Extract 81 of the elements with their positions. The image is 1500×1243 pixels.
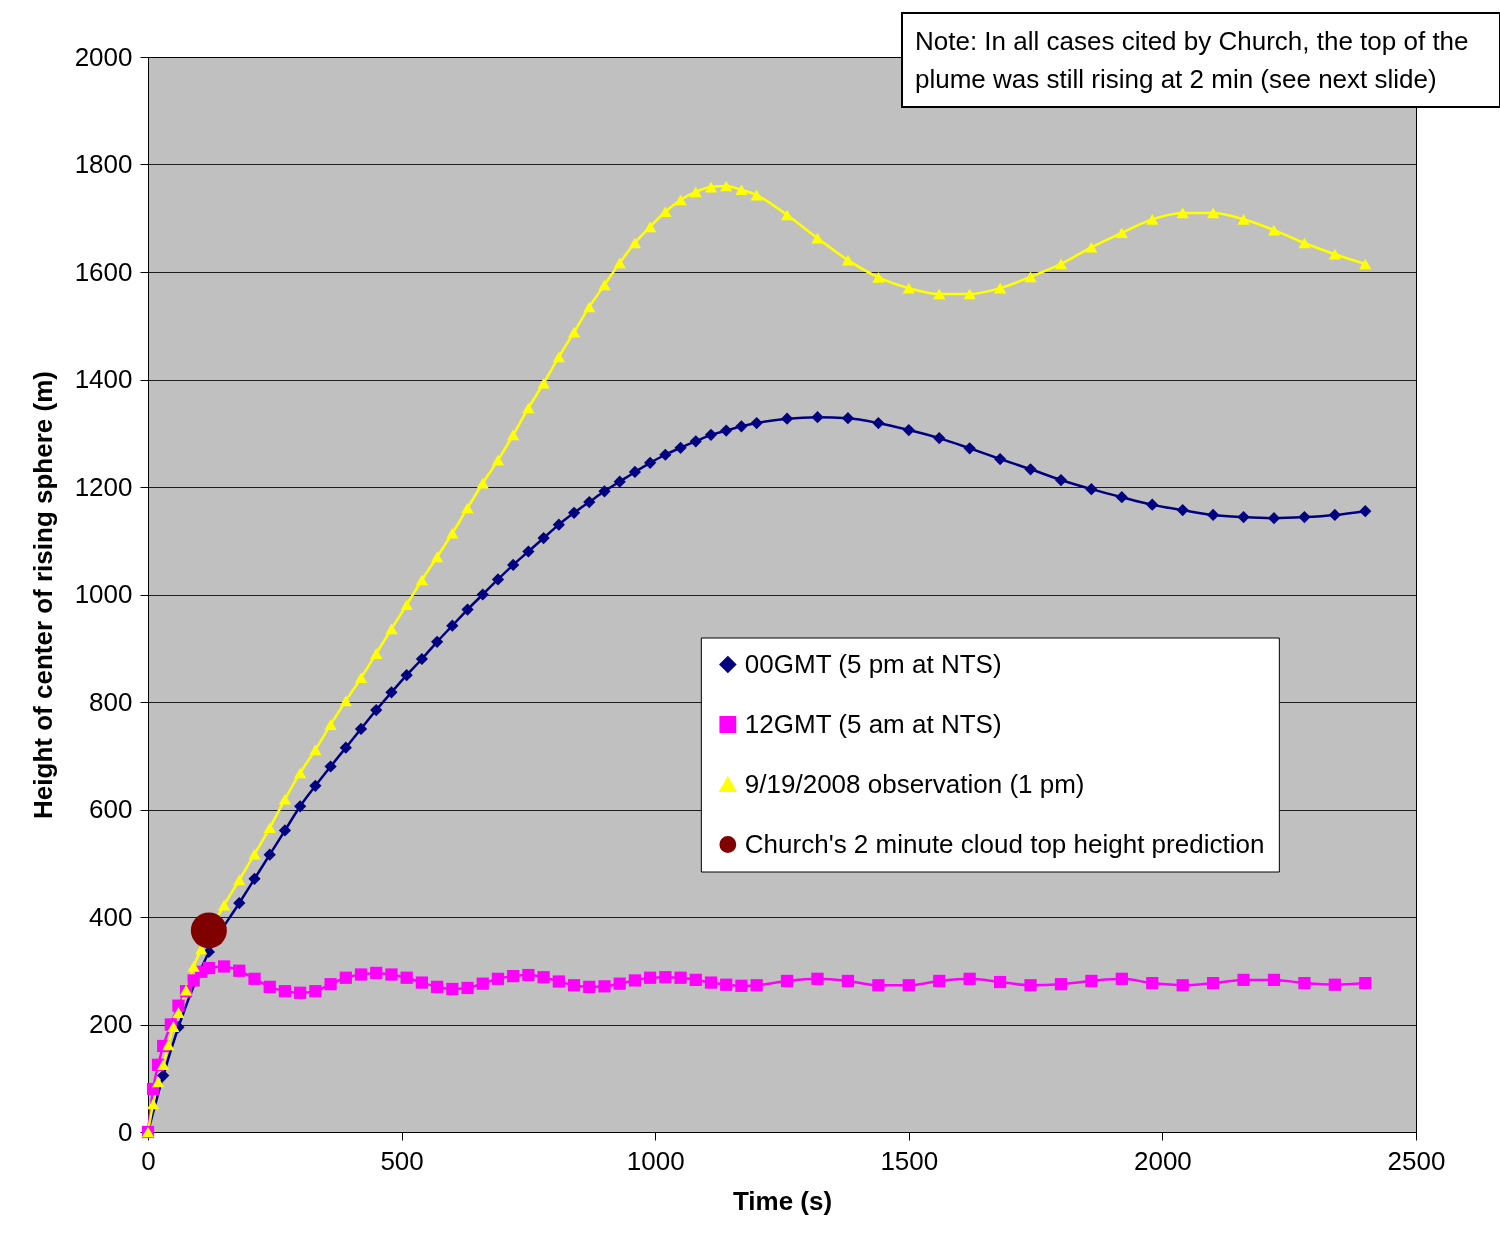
point xyxy=(476,588,489,601)
x-tick-label: 2000 xyxy=(1133,1145,1192,1176)
point xyxy=(933,431,946,445)
y-tick-label: 1800 xyxy=(74,149,133,179)
annotation: Note: In all cases cited by Church, the top of the plume was still rising at 2 min (see next slide) xyxy=(915,25,1470,96)
point xyxy=(872,416,885,430)
point xyxy=(233,896,246,910)
y-tick-label: 2000 xyxy=(74,41,133,72)
point xyxy=(522,545,535,558)
point xyxy=(461,603,474,616)
y-tick-label: 1600 xyxy=(74,256,133,287)
point xyxy=(309,779,322,792)
x-tick-label: 500 xyxy=(380,1145,424,1176)
point xyxy=(354,722,368,735)
y-axis-title: Height of center of rising sphere (m) xyxy=(27,371,58,819)
point xyxy=(190,912,227,949)
point xyxy=(659,448,672,461)
point xyxy=(1115,491,1128,504)
point xyxy=(415,652,429,666)
point xyxy=(430,635,444,648)
point xyxy=(1146,498,1159,511)
legend-label: 00GMT (5 pm at NTS) xyxy=(744,648,1002,679)
legend-label: 9/19/2008 observation (1 pm) xyxy=(744,768,1085,799)
point xyxy=(583,495,596,509)
point xyxy=(628,465,642,479)
point xyxy=(750,416,763,430)
point xyxy=(537,531,550,545)
point xyxy=(841,412,855,425)
x-tick-label: 2500 xyxy=(1387,1145,1446,1176)
point xyxy=(248,872,261,885)
point xyxy=(507,558,520,572)
x-tick-label: 0 xyxy=(141,1145,156,1176)
point xyxy=(1267,512,1281,525)
point xyxy=(1359,505,1372,518)
point xyxy=(1085,483,1098,496)
point xyxy=(735,420,748,433)
point xyxy=(491,573,505,586)
point xyxy=(902,423,915,437)
point xyxy=(598,485,611,498)
point xyxy=(294,800,307,813)
point xyxy=(613,475,626,488)
point xyxy=(689,435,702,448)
point xyxy=(339,741,352,754)
y-tick-label: 1200 xyxy=(74,471,133,502)
point xyxy=(720,424,733,437)
point xyxy=(674,441,687,454)
point xyxy=(993,452,1007,466)
point xyxy=(780,412,794,425)
point xyxy=(1024,463,1037,476)
point xyxy=(704,428,718,441)
x-tick-label: 1000 xyxy=(626,1145,685,1176)
point xyxy=(1054,473,1068,487)
point xyxy=(811,411,824,424)
y-tick-label: 400 xyxy=(89,901,133,932)
y-tick-label: 800 xyxy=(89,686,133,717)
y-tick-label: 600 xyxy=(89,794,133,824)
point xyxy=(963,442,976,455)
legend-label: Church's 2 minute cloud top height prediction xyxy=(744,828,1265,859)
point xyxy=(400,669,413,682)
point xyxy=(1328,508,1341,522)
x-axis-title: Time (s) xyxy=(732,1185,833,1216)
point xyxy=(446,619,459,632)
y-tick-label: 0 xyxy=(118,1116,133,1147)
legend-label: 12GMT (5 am at NTS) xyxy=(744,708,1002,739)
point xyxy=(324,760,337,773)
y-tick-label: 200 xyxy=(89,1009,133,1039)
point xyxy=(263,848,276,861)
point xyxy=(644,456,657,469)
point xyxy=(1298,510,1311,524)
y-tick-label: 1400 xyxy=(74,364,133,394)
point xyxy=(1176,503,1189,517)
point xyxy=(552,518,565,531)
point xyxy=(157,1069,170,1082)
y-tick-label: 1000 xyxy=(74,579,133,609)
point xyxy=(370,703,383,717)
point xyxy=(1237,510,1250,524)
point xyxy=(567,506,581,519)
point xyxy=(278,824,292,837)
point xyxy=(1207,508,1220,522)
x-tick-label: 1500 xyxy=(880,1145,939,1176)
point xyxy=(385,686,398,699)
